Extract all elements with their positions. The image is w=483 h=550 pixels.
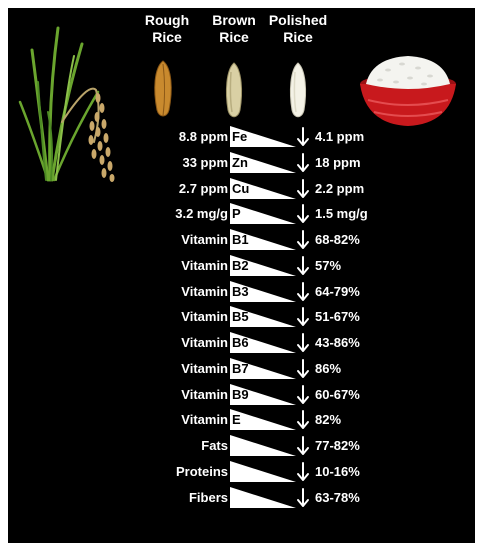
rice-bowl-icon — [360, 56, 456, 126]
header-rough-rice: Rough Rice — [144, 12, 190, 45]
brown-rice-value: Vitamin — [181, 257, 228, 273]
nutrient-row: Vitamin B5 51-67% — [8, 306, 475, 328]
nutrient-row: 3.2 mg/g P 1.5 mg/g — [8, 203, 475, 225]
nutrient-row: Vitamin E 82% — [8, 409, 475, 431]
down-arrow-icon — [297, 307, 309, 327]
down-arrow-icon — [297, 333, 309, 352]
reduction-wedge — [230, 435, 296, 456]
brown-rice-value: Proteins — [175, 463, 228, 479]
header-polished-rice: Polished Rice — [268, 12, 328, 45]
polished-rice-value: 82% — [315, 412, 342, 428]
brown-rice-value: Vitamin — [181, 309, 228, 325]
reduction-wedge — [230, 460, 296, 482]
nutrient-label: B6 — [232, 335, 249, 350]
brown-rice-value: Fats — [201, 438, 228, 453]
nutrient-row: Vitamin B3 64-79% — [8, 280, 475, 303]
polished-rice-value: 57% — [315, 257, 342, 273]
nutrient-row: Vitamin B6 43-86% — [8, 332, 475, 354]
nutrient-row: Fats 77-82% — [8, 435, 475, 457]
nutrient-row: 8.8 ppm Fe 4.1 ppm — [8, 126, 475, 148]
reduction-wedge — [230, 383, 296, 405]
brown-rice-value: Fibers — [188, 489, 228, 505]
brown-rice-value: Vitamin — [181, 412, 228, 428]
polished-rice-value: 10-16% — [315, 463, 360, 479]
down-arrow-icon — [297, 410, 309, 430]
nutrient-label: Fe — [232, 129, 248, 144]
nutrient-label: Cu — [232, 180, 250, 196]
down-arrow-icon — [297, 461, 309, 481]
polished-rice-value: 86% — [315, 360, 342, 376]
reduction-wedge — [230, 409, 296, 431]
reduction-wedge — [230, 151, 296, 173]
down-arrow-icon — [297, 255, 309, 275]
nutrient-label: P — [232, 206, 241, 222]
nutrient-row: Vitamin B1 68-82% — [8, 229, 475, 251]
nutrient-row: Vitamin B9 60-67% — [8, 383, 475, 406]
brown-rice-value: Vitamin — [181, 360, 228, 376]
brown-rice-value: Vitamin — [181, 232, 228, 247]
down-arrow-icon — [297, 384, 309, 404]
polished-rice-value: 43-86% — [315, 335, 360, 350]
polished-rice-value: 77-82% — [315, 438, 360, 453]
down-arrow-icon — [297, 204, 309, 224]
reduction-wedge — [230, 332, 296, 353]
polished-rice-value: 63-78% — [315, 489, 360, 505]
down-arrow-icon — [297, 152, 309, 172]
nutrient-label: Zn — [232, 154, 248, 170]
down-arrow-icon — [297, 358, 309, 378]
brown-rice-grain-icon — [225, 62, 243, 118]
nutrient-row: Vitamin B7 86% — [8, 357, 475, 380]
polished-rice-value: 68-82% — [315, 232, 360, 247]
rough-rice-grain-icon — [154, 60, 172, 117]
header-brown-rice: Brown Rice — [212, 12, 256, 45]
polished-rice-value: 18 ppm — [315, 154, 361, 170]
rice-plant-icon — [18, 26, 115, 182]
reduction-wedge — [230, 486, 296, 508]
reduction-wedge — [230, 306, 296, 328]
down-arrow-icon — [297, 487, 309, 507]
reduction-wedge — [230, 229, 296, 250]
brown-rice-value: Vitamin — [181, 386, 228, 402]
down-arrow-icon — [297, 178, 309, 198]
down-arrow-icon — [297, 127, 309, 146]
polished-rice-value: 51-67% — [315, 309, 360, 325]
nutrient-label: B9 — [232, 386, 249, 402]
polished-rice-value: 60-67% — [315, 386, 360, 402]
brown-rice-value: 33 ppm — [182, 154, 228, 170]
nutrient-row: 2.7 ppm Cu 2.2 ppm — [8, 177, 475, 200]
polished-rice-value: 1.5 mg/g — [315, 206, 368, 222]
nutrient-row: Proteins 10-16% — [8, 460, 475, 483]
reduction-wedge — [230, 254, 296, 276]
nutrient-row: 33 ppm Zn 18 ppm — [8, 151, 475, 174]
brown-rice-value: 8.8 ppm — [178, 129, 228, 144]
polished-rice-value: 64-79% — [315, 283, 360, 299]
polished-rice-value: 2.2 ppm — [315, 180, 365, 196]
brown-rice-value: Vitamin — [181, 335, 228, 350]
nutrient-label: B7 — [232, 360, 249, 376]
nutrient-label: B2 — [232, 257, 249, 273]
nutrient-label: B1 — [232, 232, 249, 247]
down-arrow-icon — [297, 230, 309, 249]
reduction-wedge — [230, 203, 296, 225]
brown-rice-value: 3.2 mg/g — [175, 206, 228, 222]
down-arrow-icon — [297, 281, 309, 301]
reduction-wedge — [230, 357, 296, 379]
reduction-wedge — [230, 177, 296, 199]
diagram-panel: Rough Rice Brown Rice Polished Rice — [8, 8, 475, 543]
brown-rice-value: Vitamin — [181, 283, 228, 299]
down-arrow-icon — [297, 436, 309, 455]
reduction-wedge — [230, 126, 296, 147]
nutrient-row: Fibers 63-78% — [8, 486, 475, 509]
polished-rice-grain-icon — [289, 62, 307, 118]
nutrient-label: B5 — [232, 309, 249, 325]
polished-rice-value: 4.1 ppm — [315, 129, 365, 144]
nutrient-label: E — [232, 412, 241, 428]
nutrient-row: Vitamin B2 57% — [8, 254, 475, 277]
reduction-wedge — [230, 280, 296, 302]
brown-rice-value: 2.7 ppm — [178, 180, 228, 196]
nutrient-label: B3 — [232, 283, 249, 299]
